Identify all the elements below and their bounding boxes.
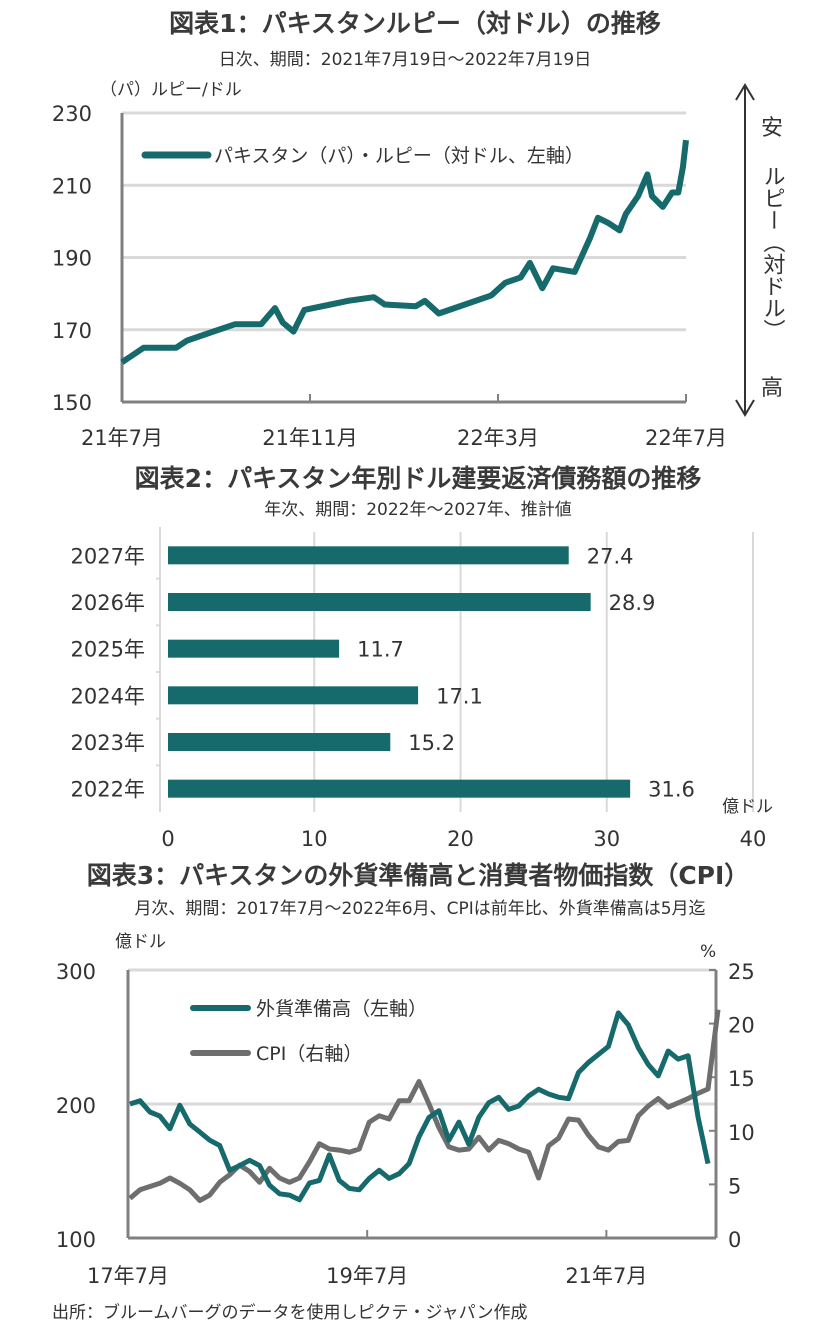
chart-1-y-tick-label: 150 <box>52 391 92 415</box>
chart-1-gridlines <box>122 111 686 332</box>
reserves-legend-label: 外貨準備高（左軸） <box>256 998 427 1020</box>
chart-3-right-tick-label: 5 <box>728 1174 741 1198</box>
chart-2-data-label: 11.7 <box>357 638 404 662</box>
chart-3-gridlines <box>128 968 716 1106</box>
chart-2-category-label: 2023年 <box>71 731 145 755</box>
chart-3-reserves-cpi: 図表3：パキスタンの外貨準備高と消費者物価指数（CPI） 月次、期間：2017年… <box>56 861 755 1288</box>
chart-1-x-tick-label: 22年3月 <box>457 426 539 450</box>
chart-3-right-tick-label: 25 <box>728 960 755 984</box>
bar-2023年 <box>168 733 391 751</box>
chart-2-category-label: 2025年 <box>71 638 145 662</box>
chart-2-category-label: 2027年 <box>71 544 145 568</box>
cpi-series-line <box>128 1009 721 1203</box>
chart-1-y-ticks: 150 170 190 210 230 <box>52 102 92 415</box>
chart-2-data-label: 31.6 <box>648 778 695 802</box>
bar-2026年 <box>168 593 591 611</box>
chart-2-data-label: 27.4 <box>587 544 634 568</box>
chart-3-left-unit: 億ドル <box>115 932 166 952</box>
chart-3-right-tick-label: 15 <box>728 1067 755 1091</box>
chart-2-x-unit: 億ドル <box>722 797 773 817</box>
chart-1-legend-label: パキスタン（パ）・ルピー（対ドル、左軸） <box>214 145 584 167</box>
chart-2-title: 図表2：パキスタン年別ドル建要返済債務額の推移 <box>135 464 702 493</box>
chart-3-left-tick-label: 100 <box>56 1228 96 1252</box>
rupee-series-line <box>120 139 689 365</box>
chart-1-title: 図表1：パキスタンルピー（対ドル）の推移 <box>169 9 661 38</box>
reserves-series-line <box>129 1010 711 1203</box>
chart-1-y-tick-label: 170 <box>52 319 92 343</box>
chart-1-x-ticks: 21年7月 21年11月 22年3月 22年7月 <box>81 394 727 450</box>
chart-2-bars: 2027年 27.4 2026年 28.9 2025年 11.7 2024年 17.1 2023… <box>71 544 695 801</box>
chart-1-y-tick-label: 230 <box>52 102 92 126</box>
chart-3-right-tick-label: 0 <box>728 1228 741 1252</box>
chart-1-x-tick-label: 21年7月 <box>81 426 163 450</box>
chart-1-subtitle: 日次、期間：2021年7月19日～2022年7月19日 <box>219 50 591 70</box>
chart-3-right-tick-label: 20 <box>728 1014 755 1038</box>
chart-1-y-tick-label: 190 <box>52 247 92 271</box>
source-note: 出所：ブルームバーグのデータを使用しピクテ・ジャパン作成 <box>52 1302 528 1323</box>
chart-1-y-tick-label: 210 <box>52 174 92 198</box>
chart-3-title: 図表3：パキスタンの外貨準備高と消費者物価指数（CPI） <box>87 861 750 890</box>
chart-2-x-ticks: 0 10 20 30 40 <box>161 827 766 851</box>
chart-2-category-label: 2024年 <box>71 684 145 708</box>
chart-3-left-ticks: 100 200 300 <box>56 960 96 1252</box>
chart-2-x-tick-label: 30 <box>593 827 620 851</box>
cheap-label: 安 <box>761 116 783 141</box>
bar-2025年 <box>168 639 340 658</box>
cpi-legend-label: CPI（右軸） <box>256 1043 362 1065</box>
chart-3-subtitle: 月次、期間：2017年7月～2022年6月、CPIは前年比、外貨準備高は5月迄 <box>134 899 705 919</box>
chart-1-x-tick-label: 22年7月 <box>645 426 727 450</box>
chart-2-data-label: 28.9 <box>609 591 656 615</box>
chart-2-category-label: 2026年 <box>71 591 145 615</box>
chart-3-x-tick-label: 17年7月 <box>87 1264 169 1288</box>
chart-3-right-unit: % <box>700 942 716 962</box>
chart-3-x-tick-label: 19年7月 <box>326 1264 408 1288</box>
chart-3-x-ticks: 17年7月 19年7月 21年7月 <box>87 1230 647 1288</box>
bar-2027年 <box>168 546 569 565</box>
chart-3-x-tick-label: 21年7月 <box>565 1264 647 1288</box>
chart-1-axes <box>120 113 686 404</box>
chart-2-x-tick-label: 0 <box>161 827 174 851</box>
rupee-direction-arrow <box>735 83 755 417</box>
chart-1-x-tick-label: 21年11月 <box>262 426 357 450</box>
rupee-vs-dollar-label: ルピー（対ドル） <box>760 165 786 341</box>
chart-2-debt: 図表2：パキスタン年別ドル建要返済債務額の推移 年次、期間：2022年～2027… <box>71 464 773 851</box>
chart-2-subtitle: 年次、期間：2022年～2027年、推計値 <box>264 500 572 520</box>
chart-2-data-label: 15.2 <box>408 731 455 755</box>
chart-2-category-label: 2022年 <box>71 778 145 802</box>
chart-2-data-label: 17.1 <box>436 684 483 708</box>
chart-2-x-tick-label: 20 <box>447 827 474 851</box>
chart-3-right-ticks: 0 5 10 15 20 25 <box>709 960 755 1252</box>
chart-3-left-tick-label: 200 <box>56 1094 96 1118</box>
chart-3-right-tick-label: 10 <box>728 1121 755 1145</box>
chart-2-x-tick-label: 10 <box>301 827 328 851</box>
chart-1-y-unit: （パ）ルピー/ドル <box>100 80 242 100</box>
chart-2-gridlines <box>156 527 754 812</box>
expensive-label: 高 <box>761 376 783 401</box>
chart-1-rupee: 図表1：パキスタンルピー（対ドル）の推移 日次、期間：2021年7月19日～20… <box>52 9 786 450</box>
bar-2024年 <box>168 686 419 705</box>
bar-2022年 <box>168 779 631 798</box>
chart-3-left-tick-label: 300 <box>56 960 96 984</box>
chart-2-x-tick-label: 40 <box>740 827 767 851</box>
